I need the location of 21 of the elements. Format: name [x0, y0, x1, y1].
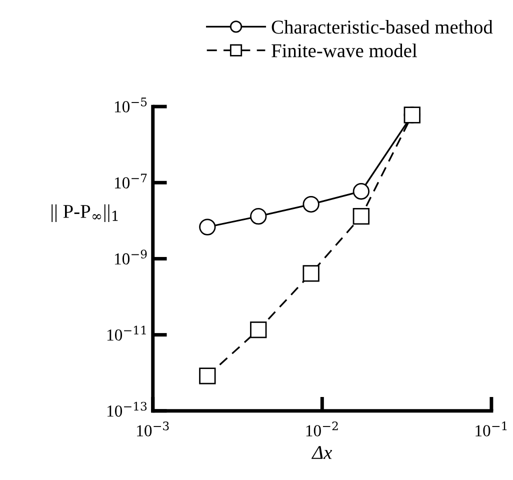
point [199, 368, 216, 384]
point [199, 218, 216, 236]
legend-label: Finite-wave model [272, 44, 417, 58]
point [352, 208, 370, 225]
x-tick-label: 10$^{−3}$ [137, 422, 169, 436]
y-tick-label: 10$^{−5}$ [114, 98, 147, 112]
point [250, 322, 267, 338]
x-tick-label: 10$^{−2}$ [306, 422, 338, 436]
point [352, 183, 370, 200]
point [404, 106, 420, 124]
point [250, 208, 267, 225]
x-axis-title: Δx [311, 446, 332, 459]
x-tick-label: 10$^{−1}$ [476, 422, 507, 436]
point [302, 265, 320, 282]
y-tick-label: 10$^{−9}$ [114, 250, 147, 265]
y-tick-label: 10$^{−11}$ [107, 326, 146, 341]
y-axis-title: || P-P$_{∞}$||$_{1}$ [52, 204, 118, 222]
y-tick-label: 10$^{−7}$ [114, 174, 147, 188]
y-tick-label: 10$^{−13}$ [107, 402, 147, 417]
legend-label: Characteristic-based method [272, 20, 493, 34]
point [302, 196, 320, 213]
